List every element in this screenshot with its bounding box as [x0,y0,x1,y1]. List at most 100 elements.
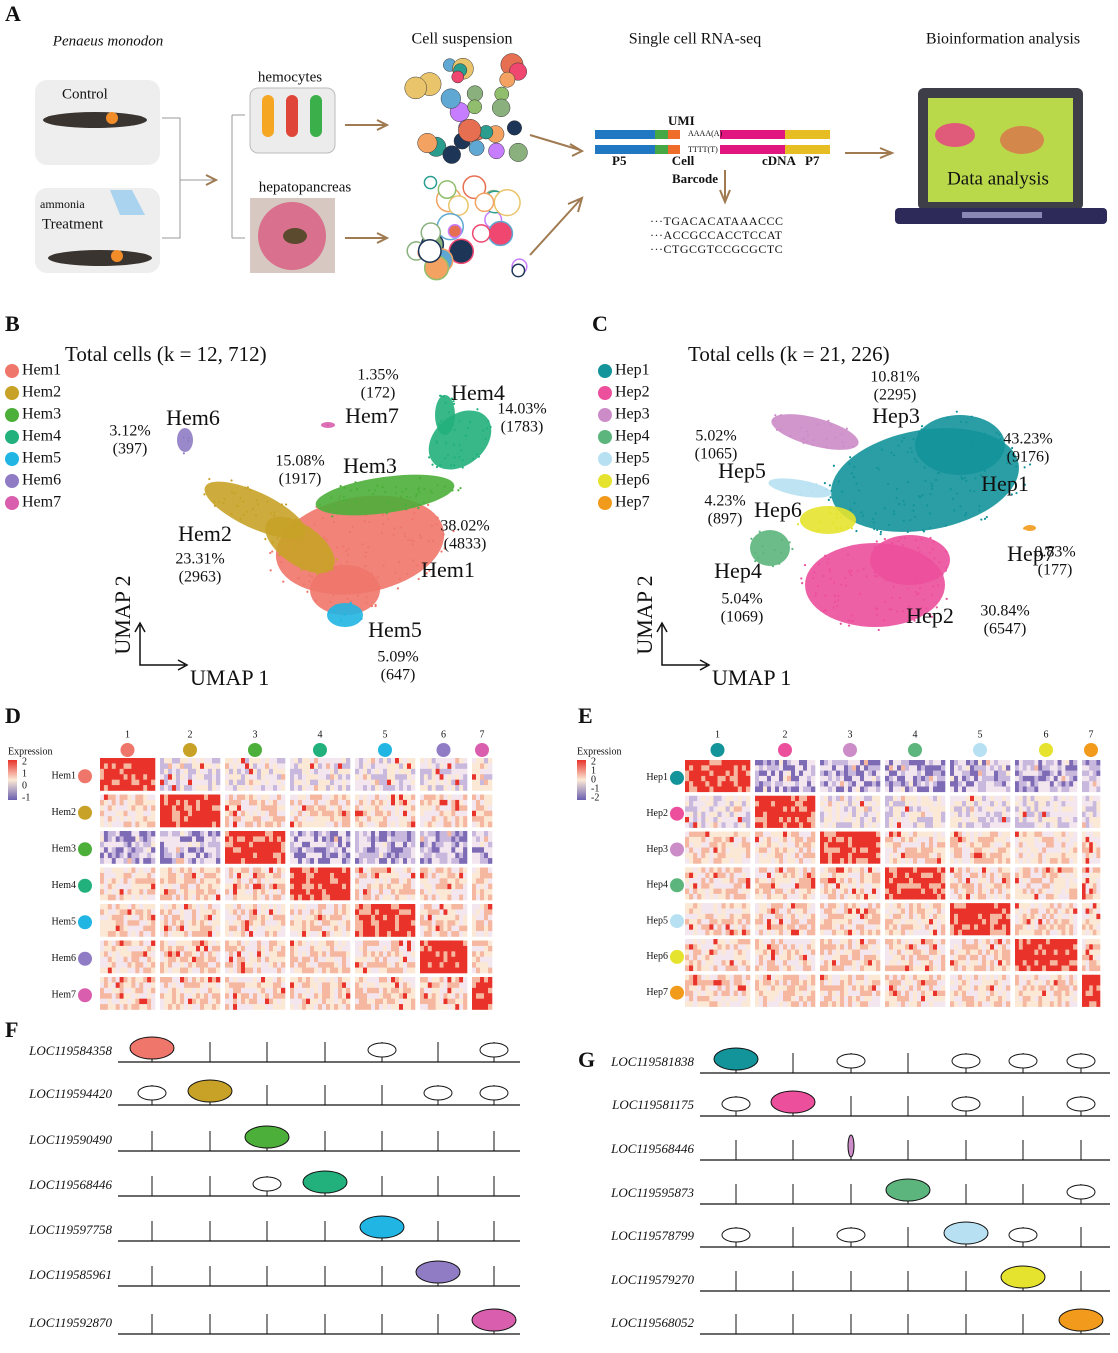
heatmap-cell [759,765,764,771]
heatmap-cell [212,904,217,910]
heatmap-cell [147,889,152,895]
heatmap-cell [367,904,372,910]
cell-point [264,537,267,541]
heatmap-cell [103,993,109,999]
cell-point [893,513,896,516]
heatmap-cell [399,945,404,952]
heatmap-cell [488,920,493,926]
heatmap-cell [480,785,485,791]
heatmap-cell [322,909,327,916]
heatmap-cell [225,821,230,828]
cell-point [920,425,924,428]
heatmap-cell [314,821,319,828]
heatmap-cell [237,982,242,989]
heatmap-cell [245,768,250,775]
heatmap-cell [447,993,452,999]
heatmap-cell [689,781,694,787]
diagram-label: AAAA(A) [688,129,723,138]
heatmap-cell [346,831,351,837]
heatmap-cell [403,982,408,989]
heatmap-cell [188,925,193,932]
heatmap-cell [123,785,128,791]
heatmap-cell [123,967,128,974]
legend-label: Hem3 [22,406,61,423]
diagram-label: hemocytes [258,69,322,85]
cell-point [419,536,422,539]
heatmap-cell [139,920,144,926]
cell-point [357,591,361,594]
heatmap-cell [439,920,444,926]
heatmap-cell [200,940,205,947]
heatmap-cell [451,998,456,1005]
heatmap-cell [447,878,452,885]
heatmap-cell [216,909,221,916]
heatmap-cell [407,799,412,806]
cell-point [823,481,826,485]
heatmap-cell [447,925,452,932]
heatmap-cell [338,836,343,843]
heatmap-cell [200,774,205,780]
heatmap-cell [212,763,217,770]
heatmap-cell [281,847,286,853]
heatmap-cell [216,967,221,974]
cell-point [376,576,379,579]
heatmap-cell [318,998,323,1005]
heatmap-cell [147,847,152,853]
heatmap-cell [689,786,694,793]
heatmap-cell [273,909,278,916]
heatmap-cell [476,847,481,853]
heatmap-cell [379,878,384,885]
heatmap-cell [151,779,156,786]
heatmap-cell [123,945,128,952]
heatmap-cell [208,785,213,791]
heatmap-cell [391,810,396,817]
heatmap-cell [326,945,331,952]
heatmap-cell [216,758,221,764]
heatmap-cell [192,841,197,848]
heatmap-cell [459,987,464,994]
heatmap-cell [123,774,128,780]
legend-swatch [5,364,19,378]
heatmap-cell [407,998,412,1005]
heatmap-cell [233,909,238,916]
heatmap-cell [302,816,307,822]
cell-point [461,459,464,462]
heatmap-cell [459,956,464,963]
heatmap-cell [164,774,169,780]
heatmap-cell [249,852,254,859]
heatmap-cell [403,889,408,895]
heatmap-cell [447,774,452,780]
heatmap-cell [359,847,364,853]
heatmap-cell [172,810,177,817]
heatmap-cell [745,775,751,782]
heatmap-cell [294,894,299,901]
heatmap-cell [131,763,136,770]
heatmap-cell [176,841,181,848]
heatmap-cell [326,977,331,983]
heatmap-cell [160,894,165,901]
heatmap-cell [391,858,396,864]
heatmap-cell [346,967,351,974]
heatmap-cell [330,763,335,770]
heatmap-cell [423,805,429,812]
heatmap-cell [294,945,299,952]
heatmap-cell [439,836,444,843]
heatmap-cell [290,977,295,983]
heatmap-cell [476,841,481,848]
cell-point [334,581,338,584]
heatmap-cell [403,763,408,770]
heatmap-cell [115,993,120,999]
heatmap-cell [463,967,468,974]
heatmap-cell [443,799,448,806]
heatmap-cell [435,779,440,786]
heatmap-cell [431,883,436,890]
heatmap-cell [192,821,197,828]
heatmap-cell [476,982,481,989]
heatmap-cell [326,768,331,775]
heatmap-cell [196,998,201,1005]
heatmap-cell [107,914,113,921]
heatmap-cell [459,758,464,764]
cell-point [928,439,931,442]
cell-point [968,441,971,445]
column-label: 2 [188,729,193,740]
